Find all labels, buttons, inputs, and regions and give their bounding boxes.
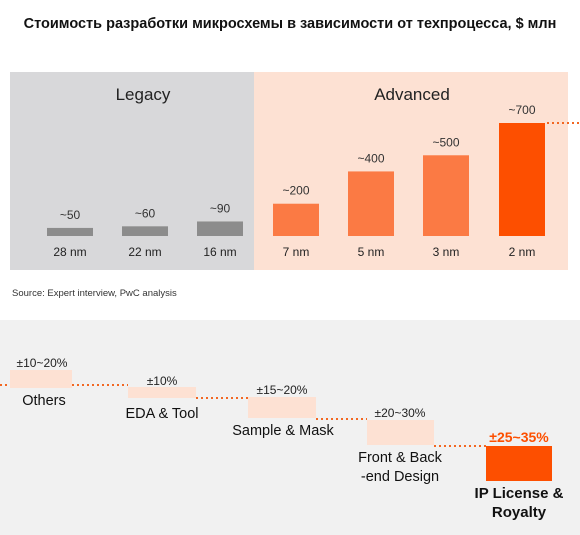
bar-28nm (47, 227, 93, 236)
source-note: Source: Expert interview, PwC analysis (12, 288, 177, 299)
category-label: 22 nm (128, 245, 161, 259)
value-label: ~400 (357, 151, 384, 165)
bar-7nm (273, 203, 319, 236)
legacy-group-background (10, 72, 254, 270)
category-label: 3 nm (433, 245, 460, 259)
category-label: 2 nm (509, 245, 536, 259)
bar-16nm (197, 221, 243, 236)
category-label: 16 nm (203, 245, 236, 259)
bar-5nm (348, 171, 394, 236)
group-label-legacy: Legacy (116, 85, 171, 104)
category-label: 28 nm (53, 245, 86, 259)
group-label-advanced: Advanced (374, 85, 450, 104)
category-label: 5 nm (358, 245, 385, 259)
bar-2nm (499, 123, 545, 236)
value-label: ~700 (508, 103, 535, 117)
value-label: ~200 (282, 184, 309, 198)
category-label: 7 nm (283, 245, 310, 259)
chart-title: Стоимость разработки микросхемы в зависи… (23, 16, 557, 32)
value-label: ~50 (60, 208, 81, 222)
bar-3nm (423, 155, 469, 236)
value-label: ~500 (432, 135, 459, 149)
bar-22nm (122, 226, 168, 236)
value-label: ~60 (135, 206, 156, 220)
value-label: ~90 (210, 201, 231, 215)
